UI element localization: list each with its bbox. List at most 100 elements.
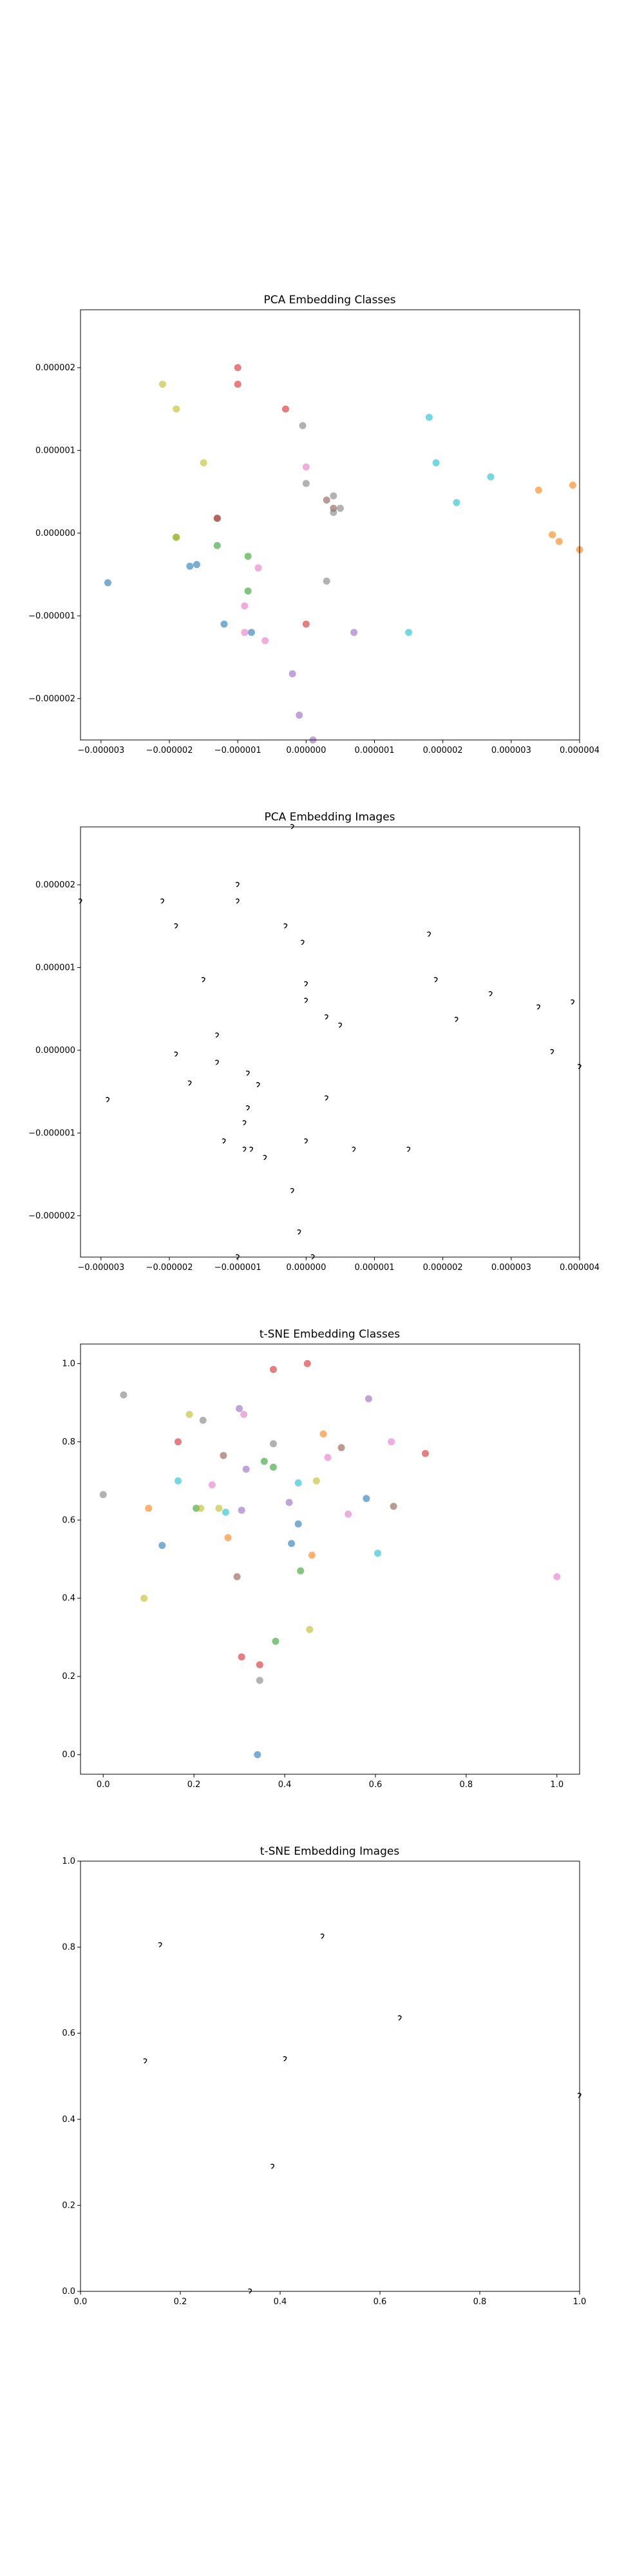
image-marker [143, 2058, 147, 2064]
y-tick-label: 0.8 [62, 1943, 75, 1953]
y-tick-label: 0.8 [62, 1437, 75, 1447]
y-tick-label: 0.0 [62, 2287, 75, 2297]
data-point [158, 1542, 166, 1549]
data-point [374, 1549, 381, 1557]
x-tick-label: 0.4 [274, 2297, 287, 2307]
data-point [302, 463, 310, 471]
image-marker [570, 999, 575, 1005]
data-point [312, 1477, 320, 1485]
image-marker [303, 998, 308, 1003]
data-point [453, 498, 460, 506]
data-point [294, 1520, 302, 1528]
data-point [215, 1504, 223, 1512]
image-marker [297, 1229, 301, 1235]
data-point [330, 509, 337, 516]
data-point [285, 1499, 293, 1506]
data-point [553, 1573, 561, 1580]
data-point [197, 1504, 205, 1512]
image-marker [245, 1070, 250, 1076]
data-point [272, 1638, 279, 1645]
x-tick-label: 0.000004 [560, 1263, 600, 1273]
x-tick-label: 0.000002 [423, 746, 463, 755]
x-tick-label: 0.000001 [354, 746, 394, 755]
plot-frame [80, 826, 580, 1258]
data-point [323, 577, 330, 585]
data-point [254, 564, 262, 572]
image-marker [249, 1146, 254, 1152]
data-point [296, 711, 303, 719]
data-point [302, 620, 310, 628]
data-point [336, 504, 344, 512]
image-marker [158, 1942, 162, 1947]
image-marker [488, 990, 493, 997]
x-tick-label: 0.8 [473, 2297, 487, 2307]
y-tick-label: 0.2 [62, 2201, 75, 2210]
tsne-images-panel: t-SNE Embedding Images 0.0 0.2 0.4 0.6 0.8 1.… [62, 1845, 586, 2307]
data-point [241, 602, 249, 610]
image-marker [324, 1014, 328, 1020]
image-marker [433, 977, 438, 983]
data-point [247, 629, 255, 636]
image-marker [310, 1254, 315, 1260]
data-point [421, 1450, 429, 1457]
image-marker [235, 898, 240, 904]
x-tick-label: −0.000003 [77, 1263, 124, 1273]
data-point [363, 1495, 370, 1502]
data-point [254, 1751, 261, 1759]
image-marker [427, 931, 431, 937]
data-point [158, 381, 166, 388]
data-point [220, 1452, 227, 1459]
data-point [208, 1481, 216, 1489]
data-point [173, 533, 180, 541]
image-marker [174, 1051, 178, 1057]
axis-ticks: −0.000003 −0.000002 −0.000001 0.000000 0.000… [28, 880, 600, 1273]
data-point [306, 1625, 314, 1633]
data-point [238, 1506, 245, 1514]
data-point [241, 629, 249, 636]
data-point [289, 670, 296, 677]
image-marker [454, 1016, 459, 1022]
y-tick-label: 0.6 [62, 2029, 75, 2038]
data-point [173, 405, 180, 413]
x-tick-label: 0.000000 [286, 1263, 326, 1273]
data-point [549, 531, 556, 538]
data-point [308, 1551, 316, 1559]
image-marker [324, 1095, 328, 1101]
image-marker [201, 977, 205, 983]
data-point [299, 422, 307, 430]
data-point [233, 1573, 241, 1580]
y-tick-label: −0.000002 [28, 694, 75, 704]
image-marker [320, 1933, 325, 1939]
data-point [303, 1359, 311, 1367]
x-tick-label: 0.0 [74, 2297, 88, 2307]
image-marker [303, 1138, 308, 1144]
image-marker [214, 1032, 220, 1038]
image-marker [106, 1097, 110, 1103]
image-marker [160, 898, 165, 904]
tsne-classes-panel: t-SNE Embedding Classes 0.0 0.2 0.4 0.6 0.8 1… [62, 1328, 580, 1790]
data-point [288, 1540, 296, 1548]
data-point [256, 1661, 263, 1669]
data-point [234, 381, 242, 388]
axis-ticks: 0.0 0.2 0.4 0.6 0.8 1.0 0.0 0.2 0.4 0.6 0.8 1.0 [62, 1857, 586, 2307]
image-marker [248, 2288, 252, 2294]
image-marker [187, 1080, 192, 1086]
y-tick-label: 0.000002 [35, 880, 75, 890]
y-tick-label: −0.000002 [28, 1211, 75, 1221]
image-marker [290, 824, 294, 829]
data-point [224, 1534, 232, 1542]
y-tick-label: 0.000001 [35, 446, 75, 455]
plot-frame [80, 1343, 580, 1775]
image-marker [303, 981, 308, 987]
data-point [323, 496, 330, 504]
x-tick-label: 1.0 [573, 2297, 587, 2307]
data-point [337, 1444, 345, 1452]
data-point [220, 620, 228, 628]
y-tick-label: 0.000001 [35, 963, 75, 972]
image-marker [283, 923, 288, 929]
image-marker [397, 2015, 402, 2021]
x-tick-label: 0.2 [174, 2297, 187, 2307]
data-point [234, 364, 242, 372]
image-marker [242, 1120, 247, 1126]
